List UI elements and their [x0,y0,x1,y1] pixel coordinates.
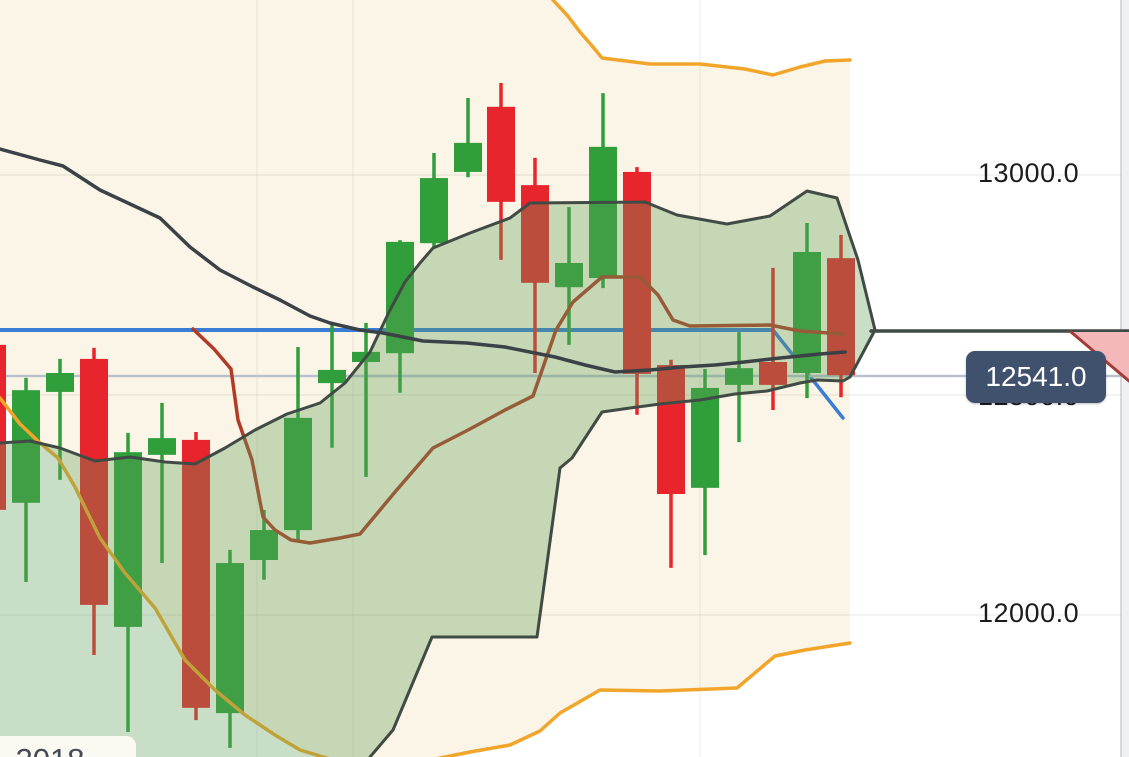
candle-body [318,369,346,384]
candle-body [216,563,244,714]
upper-band-line [551,0,852,77]
candle-body [46,373,74,392]
candle-body [555,263,583,288]
candle-body [487,106,515,202]
candle-body [589,146,617,278]
candle-body [657,365,685,494]
candle-body [725,368,753,385]
dark-ma-line [0,147,847,374]
candle-body [691,387,719,488]
candle-body [420,178,448,244]
candle-body [759,362,787,385]
cloud-top-border [0,189,877,466]
candle-body [114,452,142,627]
candle-body [623,171,651,374]
lower-band-line [0,396,852,757]
cloud-bottom-border [368,328,877,757]
candle-body [284,417,312,531]
red-ma-line [191,275,845,545]
candle-body [12,390,40,503]
current-price-tag: 12541.0 [966,351,1106,403]
candle-body [250,530,278,560]
candle-body [80,358,108,605]
candle-body [454,142,482,172]
y-axis-label-13000: 13000.0 [978,158,1080,188]
cloud-fill [0,191,875,757]
candle-body [0,344,6,510]
y-axis-label-12000: 12000.0 [978,598,1080,628]
candle-body [827,258,855,376]
date-label: 2018 [0,736,136,757]
candle-body [148,438,176,455]
